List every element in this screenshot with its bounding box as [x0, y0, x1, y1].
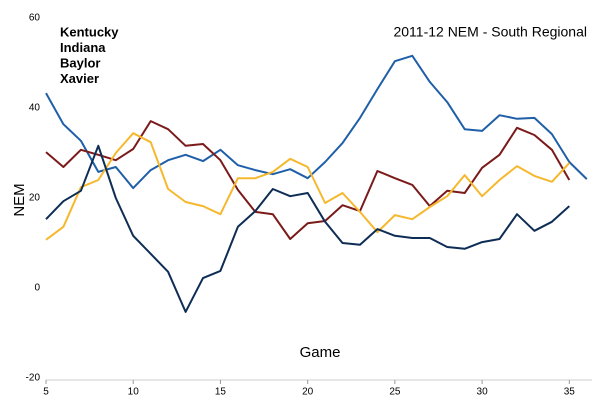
x-axis-label: Game	[300, 344, 341, 361]
y-axis-label: NEM	[11, 183, 28, 216]
legend-entry: Kentucky	[60, 24, 119, 39]
series-line	[45, 120, 571, 240]
x-tick-label: 20	[302, 387, 314, 398]
legend-entry: Xavier	[60, 71, 99, 86]
series-line	[45, 144, 570, 313]
x-tick-label: 25	[389, 387, 401, 398]
y-tick-label: 20	[29, 193, 41, 204]
y-tick-label: 60	[29, 13, 41, 24]
x-tick-label: 10	[128, 387, 140, 398]
series-line	[45, 54, 588, 190]
x-tick-label: 35	[564, 387, 576, 398]
chart-title: 2011-12 NEM - South Regional	[393, 24, 587, 40]
legend-entry: Baylor	[60, 55, 100, 70]
x-tick-label: 30	[477, 387, 489, 398]
series-line	[45, 132, 571, 241]
x-tick-label: 5	[43, 387, 49, 398]
legend-entry: Indiana	[60, 40, 106, 55]
x-tick-label: 15	[215, 387, 227, 398]
y-tick-label: -20	[26, 373, 41, 384]
y-tick-label: 40	[29, 103, 41, 114]
y-tick-label: 0	[34, 283, 40, 294]
